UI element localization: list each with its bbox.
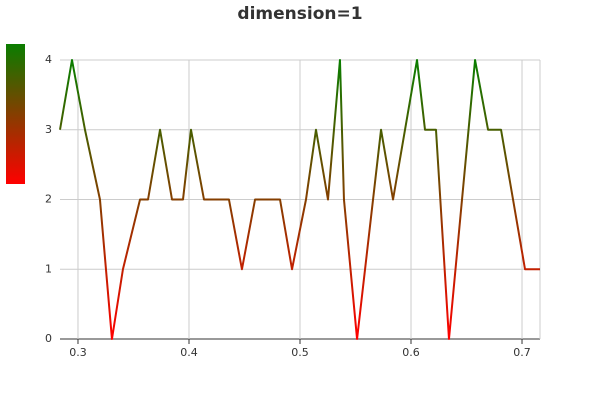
line (59, 59, 540, 340)
x-tick-label: 0.4 (180, 346, 198, 359)
x-tick-label: 0.3 (69, 346, 87, 359)
y-tick-label: 4 (45, 53, 52, 66)
y-tick-label: 0 (45, 332, 52, 345)
x-tick-label: 0.6 (402, 346, 420, 359)
x-tick-label: 0.7 (513, 346, 531, 359)
chart-title: dimension=1 (237, 4, 362, 24)
y-tick-label: 1 (45, 262, 52, 275)
y-tick-label: 2 (45, 193, 52, 206)
visual-map[interactable] (6, 44, 25, 184)
y-tick-label: 3 (45, 123, 52, 136)
x-tick-label: 0.5 (291, 346, 309, 359)
